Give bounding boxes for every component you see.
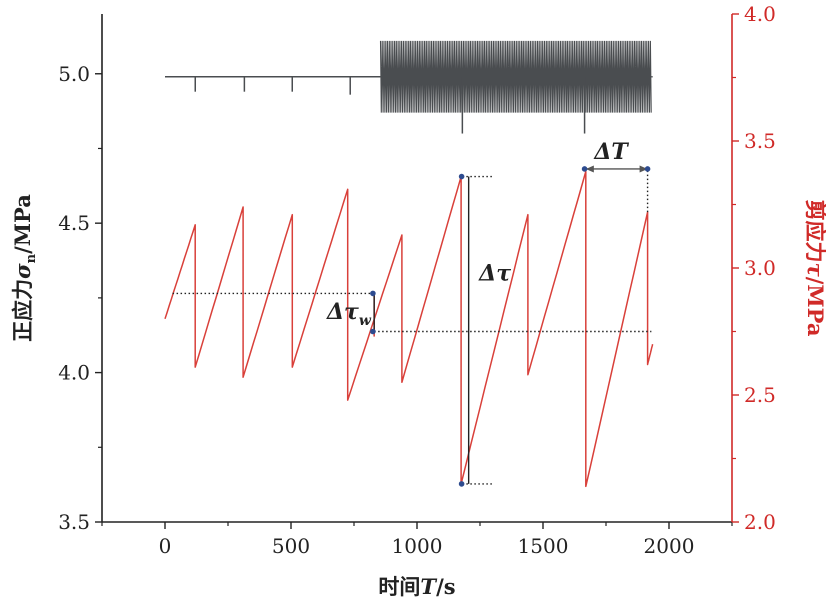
right-y-axis-label: 剪应力τ/MPa: [803, 200, 826, 337]
normal-stress-oscillation: [379, 40, 652, 113]
y-right-tick-label: 3.0: [744, 256, 776, 280]
annotation-label: ΔT: [593, 139, 629, 165]
y-right-tick-label: 2.0: [744, 510, 776, 534]
left-y-axis-label: 正应力σn/MPa: [10, 194, 39, 342]
y-left-tick-label: 4.5: [58, 211, 90, 235]
x-tick-label: 0: [159, 534, 172, 558]
y-right-tick-label: 2.5: [744, 383, 776, 407]
x-tick-label: 1000: [392, 534, 443, 558]
annotation-marker: [458, 173, 465, 180]
annotations: Δτw Δτ ΔT: [172, 139, 652, 487]
annotation-arrow-head: [585, 165, 594, 173]
x-tick-label: 500: [272, 534, 310, 558]
annotation-label: Δτw: [326, 299, 372, 329]
annotation-marker: [458, 481, 465, 487]
annotation-arrow-head: [639, 165, 648, 173]
y-left-tick-label: 3.5: [58, 510, 90, 534]
annotation-label: Δτ: [478, 261, 511, 287]
normal-stress-series: [165, 40, 653, 134]
shear-stress-line: [164, 170, 654, 488]
y-right-tick-label: 3.5: [744, 129, 776, 153]
shear-stress-series: [164, 170, 654, 488]
x-tick-label: 2000: [644, 534, 695, 558]
y-left-tick-label: 5.0: [58, 62, 90, 86]
axis-labels: 时间T/s 正应力σn/MPa 剪应力τ/MPa: [10, 194, 826, 599]
annotation-marker: [644, 166, 651, 172]
annotation-marker: [370, 328, 376, 335]
ticks: 0 500 1000 1500 2000 3.5 4.0 4.5 5.0 2.0 2.5 3.0 3.5…: [58, 2, 776, 558]
annotation-marker: [581, 166, 588, 172]
annotation-marker: [370, 290, 376, 297]
x-tick-label: 1500: [518, 534, 569, 558]
y-right-tick-label: 4.0: [744, 2, 776, 26]
y-left-tick-label: 4.0: [58, 361, 90, 385]
x-axis-label: 时间T/s: [378, 574, 455, 599]
